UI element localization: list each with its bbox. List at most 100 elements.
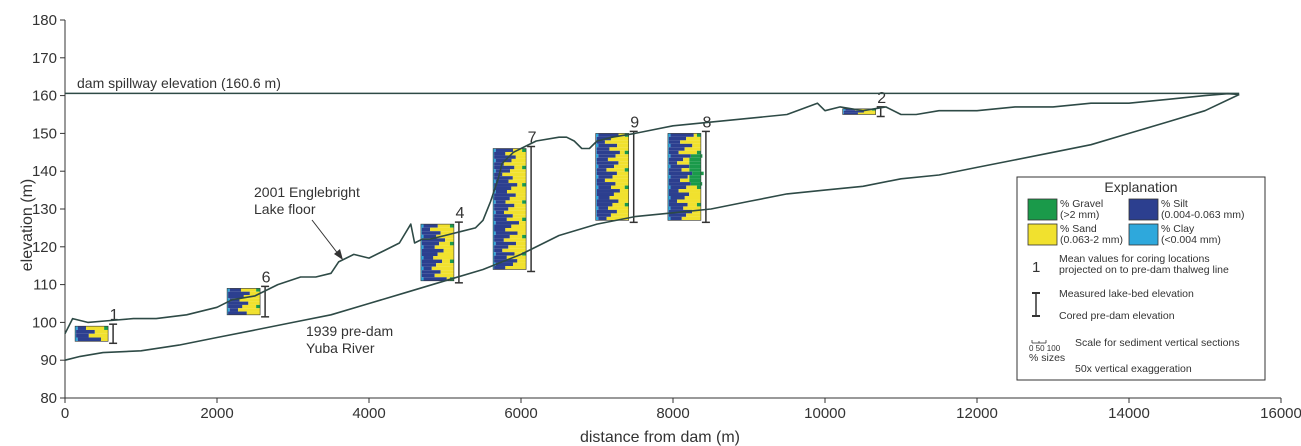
core-band xyxy=(670,216,682,221)
core-band xyxy=(595,213,597,217)
core-band xyxy=(420,241,422,246)
core-band xyxy=(615,182,629,186)
core-band xyxy=(624,185,629,190)
core-band xyxy=(668,192,690,196)
core-band xyxy=(693,133,697,137)
core-band xyxy=(667,202,669,207)
core-band xyxy=(420,248,422,253)
core-band xyxy=(595,175,599,179)
core-band xyxy=(677,199,701,203)
core-band xyxy=(88,333,109,338)
core-band xyxy=(692,143,701,148)
x-tick-label: 2000 xyxy=(200,405,233,422)
core-band xyxy=(242,304,257,309)
core-band xyxy=(420,224,424,228)
core-band xyxy=(842,108,846,111)
core-band xyxy=(494,248,503,253)
core-band xyxy=(607,157,629,162)
core-band xyxy=(689,164,701,169)
core-band xyxy=(420,273,422,278)
core-band xyxy=(596,192,614,196)
core-band xyxy=(423,234,437,239)
core-band xyxy=(506,255,527,260)
core-band xyxy=(595,199,597,203)
core-number-symbol: 1 xyxy=(1032,259,1040,276)
core-outline xyxy=(420,223,455,282)
core-band xyxy=(624,150,629,155)
core-band xyxy=(493,196,495,201)
core-band xyxy=(692,171,704,176)
core-band xyxy=(493,214,495,218)
core-band xyxy=(522,183,527,187)
core-band xyxy=(495,158,512,163)
core-band xyxy=(430,227,454,232)
core-band xyxy=(842,112,844,115)
gravel-swatch xyxy=(1027,198,1058,221)
core-band xyxy=(421,227,431,232)
core-band xyxy=(436,234,454,239)
core-band xyxy=(686,185,697,190)
core-band xyxy=(503,238,527,242)
core-band xyxy=(420,270,422,274)
x-axis-title: distance from dam (m) xyxy=(580,429,740,446)
core-band xyxy=(689,175,701,179)
core-band xyxy=(598,195,610,200)
lake-floor-line xyxy=(64,92,1240,335)
core-band xyxy=(495,231,518,235)
core-band xyxy=(598,143,618,148)
core-band xyxy=(596,140,605,144)
core-band xyxy=(667,199,669,203)
core-band xyxy=(493,217,495,222)
y-tick-label: 80 xyxy=(40,390,57,407)
core-band xyxy=(503,210,527,215)
y-tick-label: 100 xyxy=(32,314,57,331)
core-band xyxy=(667,154,671,158)
core-band xyxy=(689,161,701,165)
core-band xyxy=(670,185,687,190)
core-band xyxy=(667,178,669,183)
core-band xyxy=(440,231,454,235)
core-band xyxy=(596,171,617,176)
y-tick-label: 130 xyxy=(32,201,57,218)
core-band xyxy=(493,266,495,270)
core-band xyxy=(505,266,527,270)
core-band xyxy=(612,202,625,207)
x-tick-label: 8000 xyxy=(656,405,689,422)
core-band xyxy=(421,252,438,257)
core-number-label: 4 xyxy=(455,205,464,222)
x-tick-label: 10000 xyxy=(804,405,846,422)
core-band xyxy=(493,162,495,166)
core-band xyxy=(842,110,844,113)
core-band xyxy=(596,178,605,183)
core-band xyxy=(595,154,599,158)
core-band xyxy=(667,209,669,214)
core-band xyxy=(420,245,424,249)
core-band xyxy=(494,176,513,180)
core-band xyxy=(493,228,495,232)
core-band xyxy=(512,176,527,180)
core-band xyxy=(667,133,671,137)
core-band xyxy=(596,209,617,214)
core-band xyxy=(493,151,495,156)
core-band xyxy=(494,266,506,270)
core-band xyxy=(668,178,681,183)
core-band xyxy=(493,183,495,187)
core-band xyxy=(668,171,693,176)
sand-legend-label: % Sand xyxy=(1060,223,1097,235)
core-band xyxy=(687,202,697,207)
core-band xyxy=(680,140,701,144)
core-band xyxy=(77,337,101,342)
core-band xyxy=(494,207,509,211)
core-band xyxy=(508,179,527,184)
core-band xyxy=(595,185,599,190)
mean-values-line2: projected on to pre-dam thalweg line xyxy=(1059,264,1229,276)
core-band xyxy=(871,108,876,111)
x-tick-label: 6000 xyxy=(504,405,537,422)
y-tick-label: 120 xyxy=(32,239,57,256)
core-band xyxy=(684,147,701,151)
core-band xyxy=(667,189,669,193)
core-band xyxy=(667,182,669,186)
core-band xyxy=(595,202,597,207)
core-band xyxy=(449,224,454,228)
core-band xyxy=(248,301,261,305)
